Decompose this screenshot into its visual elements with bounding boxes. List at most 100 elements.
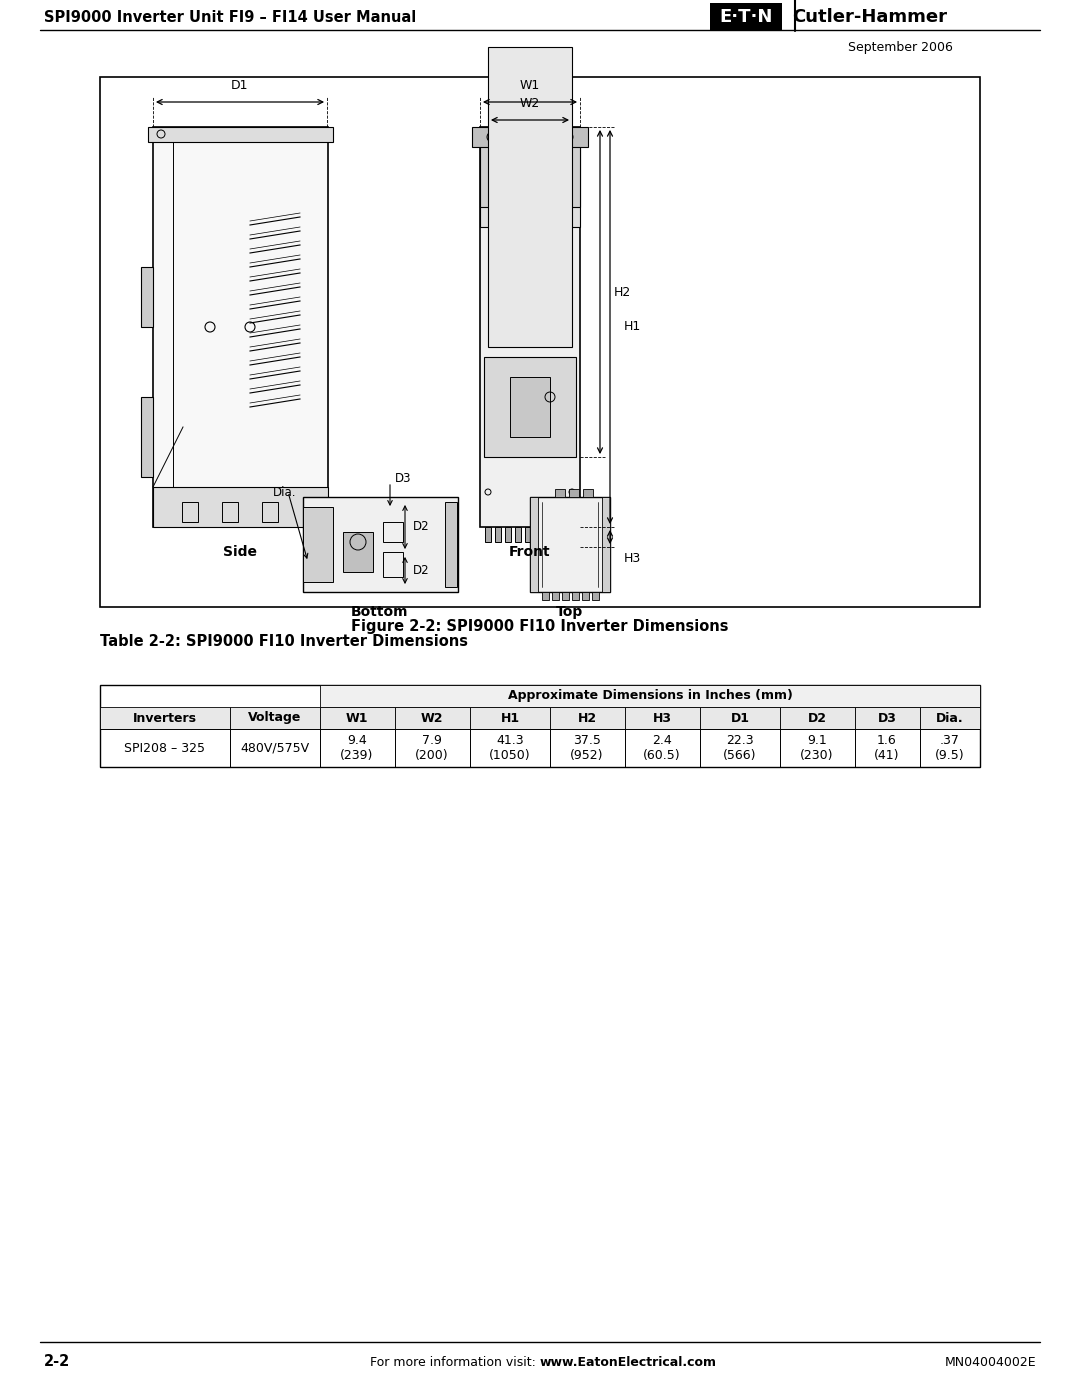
Bar	[625, 729, 700, 767]
Bar	[222, 502, 238, 522]
Text: September 2006: September 2006	[848, 41, 953, 53]
Bar	[592, 592, 599, 599]
Bar	[582, 592, 589, 599]
Bar	[485, 527, 491, 542]
Bar	[572, 592, 579, 599]
Bar	[230, 729, 320, 767]
Text: 9.1
(230): 9.1 (230)	[800, 733, 834, 761]
Bar	[920, 707, 980, 729]
Text: H1: H1	[624, 320, 642, 334]
Text: Dia.: Dia.	[273, 486, 297, 499]
Text: H2: H2	[615, 285, 631, 299]
Bar	[153, 127, 328, 527]
Bar	[530, 497, 610, 592]
Bar	[480, 127, 580, 226]
Text: SPI9000 Inverter Unit FI9 – FI14 User Manual: SPI9000 Inverter Unit FI9 – FI14 User Ma…	[44, 10, 416, 25]
Text: E·T·N: E·T·N	[719, 8, 772, 27]
Text: Approximate Dimensions in Inches (mm): Approximate Dimensions in Inches (mm)	[508, 690, 793, 703]
Text: D1: D1	[730, 711, 750, 725]
Bar	[569, 489, 579, 497]
Text: Side: Side	[222, 545, 257, 559]
Text: Cutler-Hammer: Cutler-Hammer	[793, 8, 947, 27]
Bar	[141, 397, 153, 476]
Text: 1.6
(41): 1.6 (41)	[874, 733, 900, 761]
Bar	[535, 527, 541, 542]
Bar	[710, 3, 782, 31]
Bar	[383, 522, 403, 542]
Bar	[470, 707, 550, 729]
Text: H2: H2	[578, 711, 596, 725]
Text: Bottom: Bottom	[351, 605, 408, 619]
Bar	[100, 707, 230, 729]
Bar	[262, 502, 278, 522]
Text: Inverters: Inverters	[133, 711, 197, 725]
Text: Top: Top	[556, 605, 583, 619]
Bar	[525, 527, 531, 542]
Text: W1: W1	[519, 80, 540, 92]
Text: For more information visit:: For more information visit:	[370, 1355, 540, 1369]
Bar	[562, 592, 569, 599]
Bar	[555, 489, 565, 497]
Bar	[700, 707, 780, 729]
Bar	[472, 127, 588, 147]
Bar	[555, 527, 561, 542]
Text: H3: H3	[624, 552, 642, 564]
Bar	[855, 707, 920, 729]
Text: D1: D1	[231, 80, 248, 92]
Text: 41.3
(1050): 41.3 (1050)	[489, 733, 530, 761]
Text: D2: D2	[413, 564, 430, 577]
Text: SPI208 – 325: SPI208 – 325	[124, 742, 205, 754]
Bar	[445, 502, 457, 587]
Bar	[920, 729, 980, 767]
Bar	[700, 729, 780, 767]
Bar	[100, 685, 980, 767]
Bar	[855, 729, 920, 767]
Text: 2.4
(60.5): 2.4 (60.5)	[644, 733, 680, 761]
Bar	[320, 729, 395, 767]
Bar	[505, 527, 511, 542]
Bar	[470, 729, 550, 767]
Bar	[552, 592, 559, 599]
Bar	[343, 532, 373, 571]
Circle shape	[563, 131, 573, 142]
Text: Figure 2-2: SPI9000 FI10 Inverter Dimensions: Figure 2-2: SPI9000 FI10 Inverter Dimens…	[351, 619, 729, 634]
Text: 2-2: 2-2	[44, 1355, 70, 1369]
Text: Dia.: Dia.	[936, 711, 963, 725]
Text: W2: W2	[421, 711, 443, 725]
Bar	[320, 685, 980, 707]
Bar	[583, 489, 593, 497]
Text: Table 2-2: SPI9000 FI10 Inverter Dimensions: Table 2-2: SPI9000 FI10 Inverter Dimensi…	[100, 634, 468, 650]
Bar	[484, 358, 576, 457]
Bar	[515, 527, 521, 542]
Bar	[383, 552, 403, 577]
Bar	[303, 507, 333, 583]
Bar	[550, 707, 625, 729]
Text: 22.3
(566): 22.3 (566)	[724, 733, 757, 761]
Text: D3: D3	[395, 472, 411, 486]
Bar	[625, 707, 700, 729]
Bar	[141, 267, 153, 327]
Text: W2: W2	[519, 96, 540, 110]
Bar	[230, 707, 320, 729]
Text: 9.4
(239): 9.4 (239)	[340, 733, 374, 761]
Bar	[545, 527, 551, 542]
Text: D2: D2	[808, 711, 826, 725]
Text: Voltage: Voltage	[248, 711, 301, 725]
Bar	[575, 527, 581, 542]
Bar	[395, 707, 470, 729]
Bar	[488, 47, 572, 346]
Text: W1: W1	[346, 711, 368, 725]
Bar	[495, 527, 501, 542]
Bar	[542, 592, 549, 599]
Text: H1: H1	[500, 711, 519, 725]
Text: Front: Front	[509, 545, 551, 559]
Bar	[480, 127, 580, 207]
Bar	[100, 77, 980, 608]
Text: MN04004002E: MN04004002E	[944, 1355, 1036, 1369]
Bar	[780, 707, 855, 729]
Bar	[530, 497, 538, 592]
Bar	[148, 127, 333, 142]
Text: www.EatonElectrical.com: www.EatonElectrical.com	[540, 1355, 717, 1369]
Text: 37.5
(952): 37.5 (952)	[570, 733, 604, 761]
Bar	[320, 707, 395, 729]
